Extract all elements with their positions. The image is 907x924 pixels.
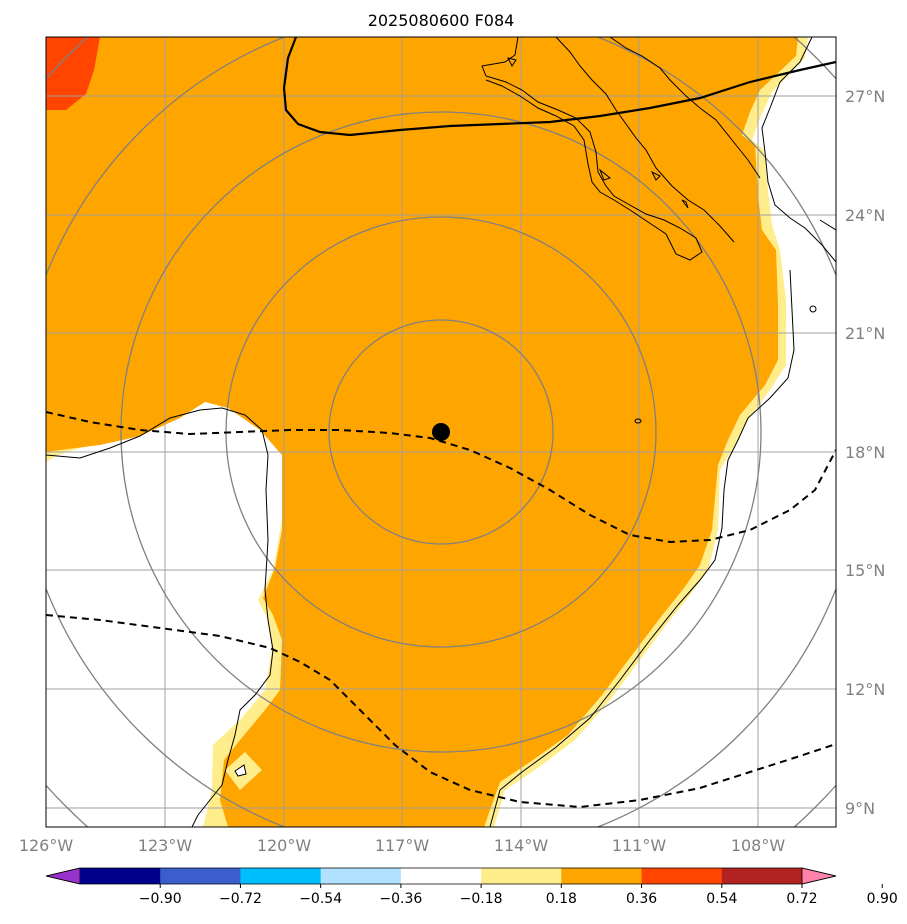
coastlines (46, 37, 836, 827)
lat-tick-labels: 27°N 24°N 21°N 18°N 15°N 12°N 9°N (845, 87, 885, 818)
colorbar: −0.90 −0.72 −0.54 −0.36 −0.18 0.18 0.36 0.54 0.7… (45, 867, 898, 907)
lat-tick-18n: 18°N (845, 443, 885, 462)
colorbar-tick-label: −0.90 (139, 891, 182, 907)
dashed-contours (46, 411, 836, 809)
colorbar-swatch (320, 868, 402, 884)
field-high-patch (46, 37, 100, 110)
colorbar-outline (45, 867, 837, 885)
lon-tick-126w: 126°W (19, 836, 74, 855)
figure-title: 2025080600 F084 (368, 11, 515, 30)
colorbar-extend-low (45, 867, 81, 885)
map-frame (45, 36, 837, 828)
colorbar-tick-label: −0.72 (219, 891, 262, 907)
colorbar-tick-label: 0.90 (867, 891, 898, 907)
colorbar-swatch (400, 868, 482, 884)
storm-center-marker (432, 423, 450, 441)
colorbar-swatch (80, 868, 161, 884)
colorbar-tick-label: −0.54 (299, 891, 342, 907)
colorbar-swatch (240, 868, 322, 884)
colorbar-tick-label: −0.36 (379, 891, 422, 907)
lon-tick-108w: 108°W (731, 836, 786, 855)
colorbar-tick-label: −0.18 (460, 891, 503, 907)
lon-tick-117w: 117°W (375, 836, 430, 855)
lon-tick-120w: 120°W (257, 836, 312, 855)
colorbar-swatch (721, 868, 803, 884)
colorbar-tick-label: 0.18 (546, 891, 577, 907)
boundary-line (282, 37, 836, 137)
lon-tick-111w: 111°W (612, 836, 667, 855)
lat-tick-24n: 24°N (845, 206, 885, 225)
lat-tick-27n: 27°N (845, 87, 885, 106)
lon-tick-labels: 126°W 123°W 120°W 117°W 114°W 111°W 108°… (19, 836, 786, 855)
lat-tick-21n: 21°N (845, 324, 885, 343)
lat-tick-15n: 15°N (845, 561, 885, 580)
field-main-band (46, 37, 798, 827)
colorbar-tick-label: 0.36 (626, 891, 657, 907)
colorbar-swatch (160, 868, 241, 884)
lat-tick-12n: 12°N (845, 680, 885, 699)
lon-tick-114w: 114°W (494, 836, 549, 855)
colorbar-tick-label: 0.72 (786, 891, 817, 907)
colorbar-extend-high (801, 867, 837, 885)
colorbar-swatch (481, 868, 562, 884)
colorbar-swatch (641, 868, 723, 884)
lat-tick-9n: 9°N (845, 799, 875, 818)
lon-tick-123w: 123°W (138, 836, 193, 855)
colorbar-tick-label: 0.54 (706, 891, 737, 907)
colorbar-swatch (561, 868, 643, 884)
